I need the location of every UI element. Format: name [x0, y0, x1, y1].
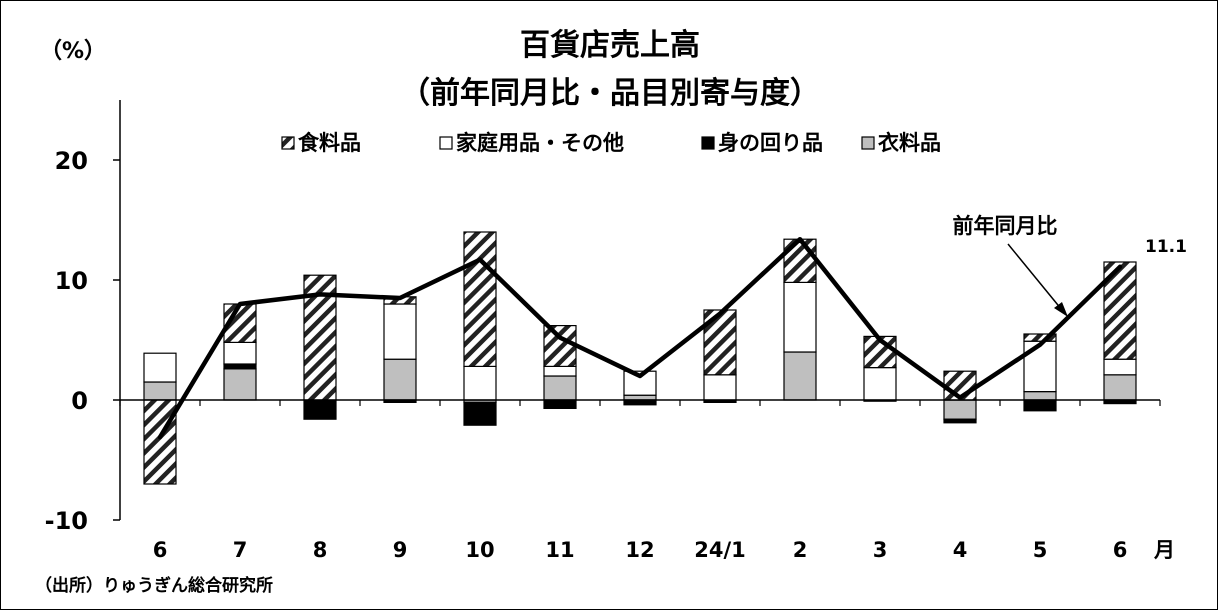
bar-0-6-12 [1103, 374, 1137, 401]
line-point-6-12 [1118, 265, 1122, 269]
line-point-10-4 [478, 258, 482, 262]
y-tick-label-0: 0 [71, 387, 88, 415]
x-tick-label-9-3: 9 [393, 538, 408, 562]
bar-0-2-8 [783, 351, 817, 401]
line-annotation-arrow-head [1054, 302, 1068, 317]
legend-label-2: 身の回り品 [718, 131, 823, 155]
line-point-8-2 [318, 292, 322, 296]
bar-3-6-12 [1103, 261, 1137, 360]
bar-0-7-1 [223, 368, 257, 401]
x-tick-label-6-12: 6 [1113, 538, 1128, 562]
line-point-24-1-7 [718, 312, 722, 316]
x-tick-label-10-4: 10 [465, 538, 494, 562]
bar-2-10-4 [463, 365, 497, 401]
x-tick-label-3-9: 3 [873, 538, 888, 562]
bar-1-4-10 [943, 418, 977, 424]
bar-3-6-0 [143, 399, 177, 485]
line-layer [157, 236, 1123, 440]
x-tick-label-24-1-7: 24/1 [694, 538, 746, 562]
line-point-11-5 [558, 336, 562, 340]
bar-2-5-11 [1023, 340, 1057, 393]
y-tick-label-10: 10 [55, 267, 88, 295]
bar-2-6-12 [1103, 358, 1137, 376]
bar-0-4-10 [943, 399, 977, 420]
legend: 食料品 家庭用品・その他 身の回り品 衣料品 [281, 131, 941, 155]
line-point-6-0 [158, 435, 162, 439]
line-point-5-11 [1038, 343, 1042, 347]
x-tick-label-8-2: 8 [313, 538, 328, 562]
x-tick-label-5-11: 5 [1033, 538, 1048, 562]
line-point-3-9 [878, 338, 882, 342]
bar-0-5-11 [1023, 391, 1057, 401]
y-ticks: -10 0 10 20 [45, 147, 120, 535]
line-annotation-arrow-shaft [1007, 243, 1063, 311]
y-tick-label-20: 20 [55, 147, 88, 175]
x-tick-label-12-6: 12 [625, 538, 654, 562]
x-tick-label-7-1: 7 [233, 538, 248, 562]
line-point-2-8 [798, 237, 802, 241]
line-point-12-6 [638, 374, 642, 378]
x-tick-label-11-5: 11 [545, 538, 574, 562]
bar-0-9-3 [383, 358, 417, 401]
chart-title: 百貨店売上高 [520, 28, 700, 63]
legend-swatch-1 [439, 136, 453, 150]
bar-0-11-5 [543, 375, 577, 401]
line-point-7-1 [238, 302, 242, 306]
source-note: （出所）りゅうぎん総合研究所 [35, 575, 273, 596]
chart-subtitle: （前年同月比・品目別寄与度） [400, 76, 820, 111]
x-ticks: 6 7 8 9 10 11 12 24/1 2 3 4 5 6 [119, 400, 1161, 562]
x-tick-label-4-10: 4 [953, 538, 968, 562]
line-point-4-10 [958, 396, 962, 400]
legend-swatch-2 [701, 136, 715, 150]
bar-0-6-0 [143, 381, 177, 401]
bar-2-3-9 [863, 367, 897, 401]
bar-1-11-5 [543, 399, 577, 409]
x-tick-label-6-0: 6 [153, 538, 168, 562]
bar-3-5-11 [1023, 333, 1057, 342]
legend-swatch-0 [281, 136, 295, 150]
bar-1-7-1 [223, 363, 257, 370]
bar-2-2-8 [783, 281, 817, 353]
legend-label-0: 食料品 [298, 131, 361, 155]
bar-2-9-3 [383, 303, 417, 360]
bar-3-10-4 [463, 231, 497, 367]
bars-layer [143, 231, 1137, 485]
bar-2-24-1-7 [703, 374, 737, 401]
bar-1-8-2 [303, 399, 337, 420]
last-value-label: 11.1 [1145, 237, 1187, 257]
bar-2-11-5 [543, 365, 577, 377]
y-tick-label--10: -10 [45, 507, 88, 535]
bar-2-7-1 [223, 341, 257, 365]
bar-2-6-0 [143, 352, 177, 383]
line-annotation: 前年同月比 [953, 214, 1058, 238]
bar-3-2-8 [783, 238, 817, 283]
x-axis-suffix: 月 [1153, 538, 1175, 562]
bar-1-5-11 [1023, 399, 1057, 412]
legend-swatch-3 [861, 136, 875, 150]
legend-label-1: 家庭用品・その他 [456, 131, 624, 155]
unit-label: （%） [40, 39, 106, 64]
x-tick-label-2-8: 2 [793, 538, 808, 562]
bar-3-11-5 [543, 325, 577, 368]
line-point-9-3 [398, 296, 402, 300]
bar-1-10-4 [463, 401, 497, 426]
legend-label-3: 衣料品 [878, 131, 941, 155]
